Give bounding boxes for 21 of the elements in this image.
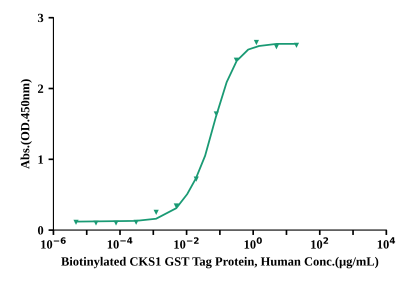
point (274, 44, 280, 50)
y-axis-title: Abs.(OD.450nm) (20, 79, 32, 169)
y-tick-label: 1 (38, 155, 44, 164)
point (134, 220, 139, 225)
x-tick-label: 10$^{−2}$ (174, 237, 199, 249)
y-tick-label: 2 (38, 84, 44, 93)
y-tick-label: 0 (38, 226, 44, 235)
point (294, 42, 300, 48)
point (113, 220, 119, 226)
x-axis-title: Biotinylated CKS1 GST Tag Protein, Human Conc.(μg/mL) (61, 256, 378, 268)
x-tick-label: 10$^{0}$ (244, 237, 262, 249)
point (154, 210, 159, 215)
x-tick-label: 10$^{−6}$ (41, 237, 66, 249)
point (73, 220, 79, 225)
point (254, 40, 259, 46)
point (93, 220, 99, 226)
x-tick-label: 10$^{2}$ (311, 237, 328, 249)
x-tick-label: 10$^{4}$ (378, 237, 396, 249)
point (194, 176, 199, 182)
x-tick-label: 10$^{−4}$ (108, 237, 132, 249)
y-tick-label: 3 (38, 14, 44, 22)
